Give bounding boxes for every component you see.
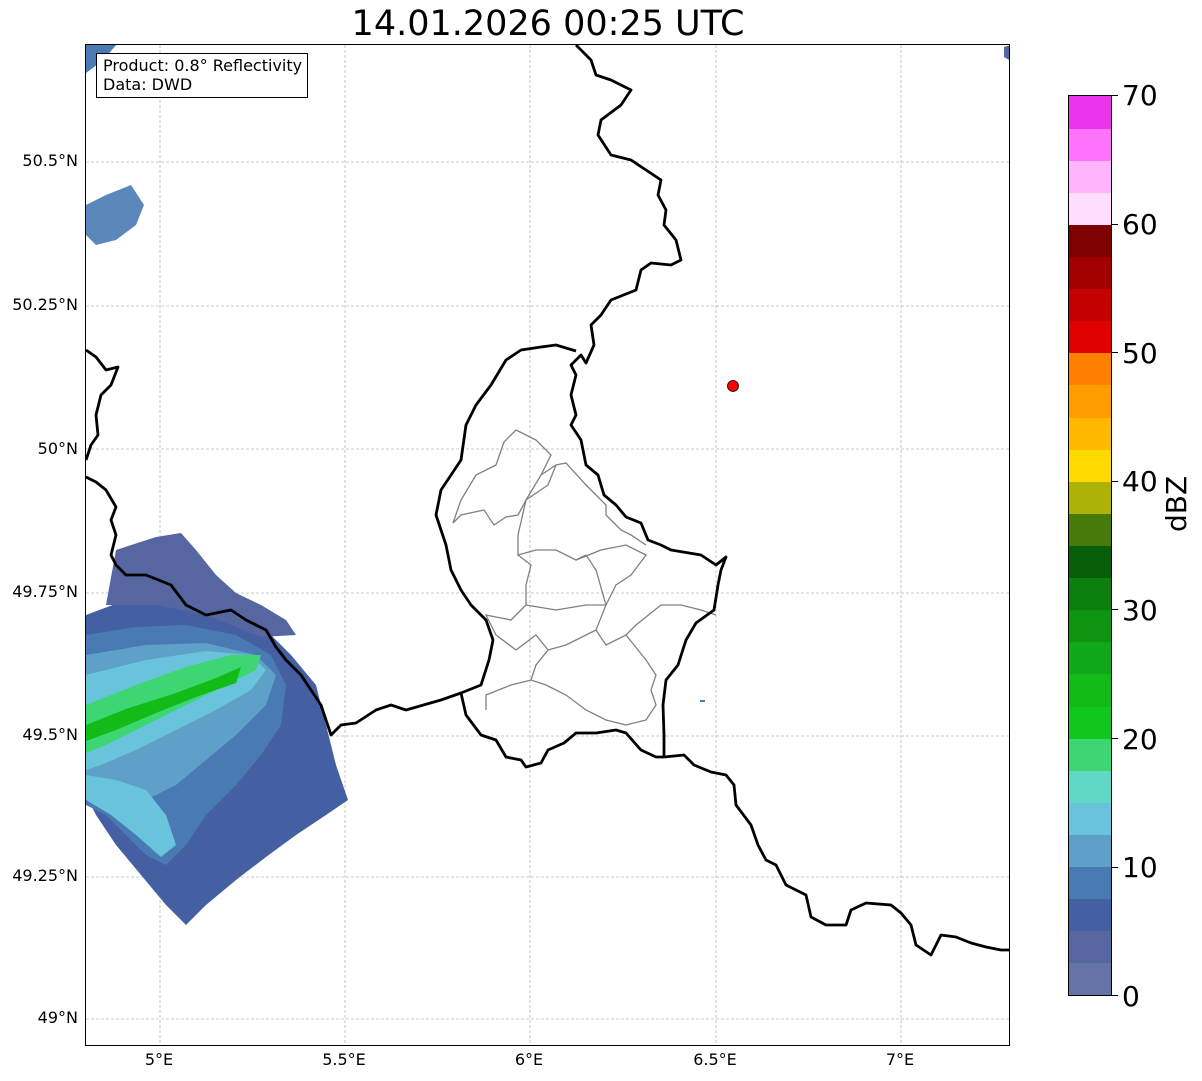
colorbar-tick-label: 10	[1122, 851, 1158, 884]
colorbar-segment	[1069, 802, 1111, 835]
map-canvas	[86, 45, 1009, 1045]
colorbar-segment	[1069, 256, 1111, 290]
x-tick-label: 7°E	[885, 1050, 915, 1069]
x-tick-label: 6.5°E	[693, 1050, 737, 1069]
country-borders	[86, 45, 1009, 957]
colorbar-tick-label: 0	[1122, 980, 1140, 1013]
colorbar-segment	[1069, 384, 1111, 418]
y-tick-label: 49.75°N	[12, 582, 78, 601]
radar-map[interactable]	[85, 44, 1010, 1046]
colorbar-segment	[1069, 706, 1111, 739]
y-tick-label: 50.25°N	[12, 295, 78, 314]
colorbar-segment	[1069, 96, 1111, 129]
colorbar-segment	[1069, 128, 1111, 161]
colorbar-tickmark	[1112, 352, 1118, 353]
colorbar-segment	[1069, 609, 1111, 643]
canton-boundaries	[452, 429, 717, 726]
colorbar-tick-label: 50	[1122, 337, 1158, 370]
data-source-text: Data: DWD	[103, 75, 193, 94]
colorbar-segment	[1069, 577, 1111, 611]
colorbar-tickmark	[1112, 995, 1118, 996]
y-tick-label: 50.5°N	[22, 151, 78, 170]
product-info-box: Product: 0.8° Reflectivity Data: DWD	[96, 53, 309, 98]
y-tick-label: 49.25°N	[12, 866, 78, 885]
colorbar-tick-label: 60	[1122, 208, 1158, 241]
colorbar-segment	[1069, 898, 1111, 932]
colorbar-segment	[1069, 673, 1111, 707]
colorbar-segment	[1069, 834, 1111, 868]
colorbar-segment	[1069, 641, 1111, 675]
colorbar-tickmark	[1112, 738, 1118, 739]
colorbar-tick-label: 40	[1122, 465, 1158, 498]
colorbar-segment	[1069, 738, 1111, 771]
x-tick-label: 5°E	[144, 1050, 174, 1069]
colorbar-segment	[1069, 930, 1111, 964]
colorbar-tickmark	[1112, 224, 1118, 225]
map-title: 14.01.2026 00:25 UTC	[351, 4, 745, 44]
colorbar-tickmark	[1112, 609, 1118, 610]
colorbar-segment	[1069, 224, 1111, 258]
colorbar-segment	[1069, 160, 1111, 193]
radar-site-marker[interactable]	[727, 380, 739, 392]
colorbar-tickmark	[1112, 481, 1118, 482]
colorbar-segment	[1069, 320, 1111, 354]
colorbar-segment	[1069, 288, 1111, 322]
x-tick-label: 6°E	[514, 1050, 544, 1069]
colorbar-segment	[1069, 770, 1111, 803]
colorbar-segment	[1069, 545, 1111, 579]
x-tick-label: 5.5°E	[322, 1050, 366, 1069]
colorbar-tickmark	[1112, 867, 1118, 868]
colorbar-label: dBZ	[1160, 475, 1193, 532]
colorbar-segment	[1069, 352, 1111, 386]
colorbar-tick-label: 70	[1122, 79, 1158, 112]
colorbar-segment	[1069, 513, 1111, 546]
product-text: Product: 0.8° Reflectivity	[103, 56, 303, 75]
colorbar	[1068, 95, 1112, 996]
y-tick-label: 49.5°N	[22, 725, 78, 744]
colorbar-segment	[1069, 866, 1111, 900]
precipitation-echoes	[86, 45, 1009, 925]
colorbar-tickmark	[1112, 95, 1118, 96]
colorbar-segment	[1069, 481, 1111, 514]
gridlines	[86, 45, 1009, 1045]
y-tick-label: 49°N	[37, 1008, 78, 1027]
colorbar-tick-label: 30	[1122, 594, 1158, 627]
colorbar-segment	[1069, 417, 1111, 450]
colorbar-segment	[1069, 962, 1111, 996]
y-tick-label: 50°N	[37, 439, 78, 458]
colorbar-tick-label: 20	[1122, 723, 1158, 756]
colorbar-segment	[1069, 192, 1111, 225]
colorbar-segment	[1069, 449, 1111, 482]
